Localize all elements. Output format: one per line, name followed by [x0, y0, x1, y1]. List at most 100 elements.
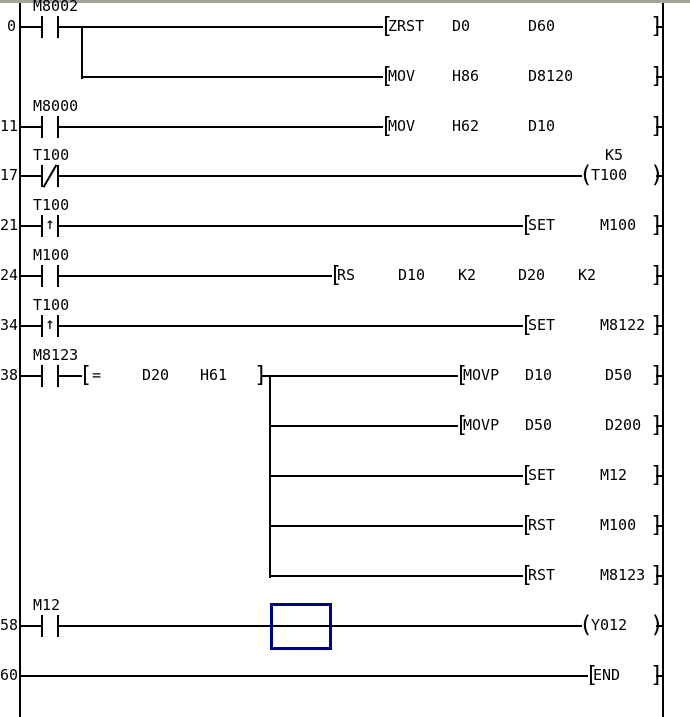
- rung-line: [19, 625, 582, 627]
- contact-m8123[interactable]: [38, 362, 62, 390]
- close-bracket: ]: [650, 313, 664, 338]
- open-bracket: [: [585, 663, 599, 688]
- open-bracket: (: [579, 612, 593, 638]
- close-bracket: ]: [650, 513, 664, 538]
- rung-line: [656, 126, 664, 128]
- top-border: [0, 0, 690, 3]
- contact-t100[interactable]: ↑: [38, 312, 62, 340]
- open-bracket: [: [455, 413, 469, 438]
- open-bracket: [: [79, 363, 93, 388]
- instruction-name: SET: [528, 466, 556, 484]
- instruction-zrst[interactable]: [ZRST D0 D60]: [380, 13, 663, 41]
- instruction-operand: D10: [398, 266, 426, 284]
- open-bracket: [: [455, 363, 469, 388]
- instruction-operand: D200: [605, 416, 642, 434]
- : [43, 274, 57, 278]
- open-bracket: [: [520, 563, 534, 588]
- instruction-name: Y012: [591, 616, 628, 634]
- rung-line: [19, 275, 332, 277]
- contact-bar: [57, 165, 59, 187]
- instruction-operand: D8120: [528, 67, 574, 85]
- rung-line: [656, 425, 664, 427]
- rung-line: [656, 76, 664, 78]
- branch-line: [81, 27, 83, 79]
- close-bracket: ]: [650, 413, 664, 438]
- instruction-name: SET: [528, 216, 556, 234]
- step-number: 24: [0, 266, 19, 284]
- rung-line: [19, 126, 383, 128]
- coil-t100[interactable]: (T100): [579, 162, 664, 190]
- instruction-operand: M100: [600, 216, 637, 234]
- contact-m8000[interactable]: [38, 113, 62, 141]
- instruction-name: SET: [528, 316, 556, 334]
- rung-line: [656, 475, 664, 477]
- rung-line: [81, 76, 383, 78]
- coil-y012[interactable]: (Y012): [579, 612, 664, 640]
- close-bracket: ]: [650, 463, 664, 488]
- instruction-rst[interactable]: [RST M100]: [520, 512, 664, 540]
- rising-pulse-icon: ↑: [45, 314, 55, 333]
- compare-contact[interactable]: [= D20 H61]: [79, 362, 268, 390]
- rung-line: [656, 225, 664, 227]
- instruction-operand: M8122: [600, 316, 646, 334]
- contact-m100[interactable]: [38, 262, 62, 290]
- contact-t100[interactable]: ↑: [38, 212, 62, 240]
- contact-bar: [57, 615, 59, 637]
- step-number: 34: [0, 316, 19, 334]
- contact-m8002[interactable]: [38, 13, 62, 41]
- close-bracket: ): [650, 612, 664, 638]
- instruction-movp[interactable]: [MOVP D50 D200]: [455, 412, 664, 440]
- rung-line: [656, 26, 664, 28]
- rung-line: [269, 475, 523, 477]
- contact-label: T100: [33, 196, 70, 214]
- close-bracket: ]: [650, 363, 664, 388]
- instruction-operand: H61: [200, 366, 228, 384]
- : [43, 125, 57, 129]
- instruction-operand: M8123: [600, 566, 646, 584]
- rung-line: [656, 575, 664, 577]
- rung-line: [656, 275, 664, 277]
- instruction-operand: D50: [525, 416, 553, 434]
- instruction-operand: D20: [142, 366, 170, 384]
- open-bracket: [: [520, 313, 534, 338]
- close-bracket: ]: [650, 563, 664, 588]
- contact-m12[interactable]: [38, 612, 62, 640]
- contact-bar: [41, 215, 43, 237]
- rung-line: [656, 175, 664, 177]
- rung-line: [19, 175, 582, 177]
- instruction-end[interactable]: [END]: [585, 662, 663, 690]
- contact-bar: [41, 116, 43, 138]
- instruction-name: END: [593, 666, 621, 684]
- instruction-mov[interactable]: [MOV H62 D10]: [380, 113, 663, 141]
- contact-bar: [41, 365, 43, 387]
- instruction-operand: D60: [528, 17, 556, 35]
- open-bracket: [: [520, 463, 534, 488]
- instruction-set[interactable]: [SET M100]: [520, 212, 663, 240]
- timer-constant: K5: [605, 146, 624, 164]
- instruction-operand: K2: [578, 266, 597, 284]
- contact-bar: [41, 315, 43, 337]
- instruction-set[interactable]: [SET M12]: [520, 462, 664, 490]
- step-number: 21: [0, 216, 19, 234]
- contact-bar: [57, 265, 59, 287]
- instruction-name: RST: [528, 566, 556, 584]
- contact-bar: [57, 315, 59, 337]
- open-bracket: [: [520, 513, 534, 538]
- : [43, 624, 57, 628]
- rung-line: [19, 325, 523, 327]
- instruction-mov[interactable]: [MOV H86 D8120]: [380, 63, 663, 91]
- instruction-operand: D50: [605, 366, 633, 384]
- contact-t100[interactable]: [38, 162, 62, 190]
- instruction-movp[interactable]: [MOVP D10 D50]: [455, 362, 664, 390]
- instruction-operand: K2: [458, 266, 477, 284]
- : [43, 374, 57, 378]
- instruction-set[interactable]: [SET M8122]: [520, 312, 664, 340]
- contact-bar: [41, 265, 43, 287]
- close-bracket: ]: [254, 363, 268, 388]
- instruction-name: RS: [337, 266, 356, 284]
- contact-bar: [57, 116, 59, 138]
- edit-cursor[interactable]: [270, 603, 332, 650]
- contact-label: M8002: [33, 0, 79, 15]
- instruction-rs[interactable]: [RS D10 K2 D20 K2]: [329, 262, 663, 290]
- instruction-rst[interactable]: [RST M8123]: [520, 562, 664, 590]
